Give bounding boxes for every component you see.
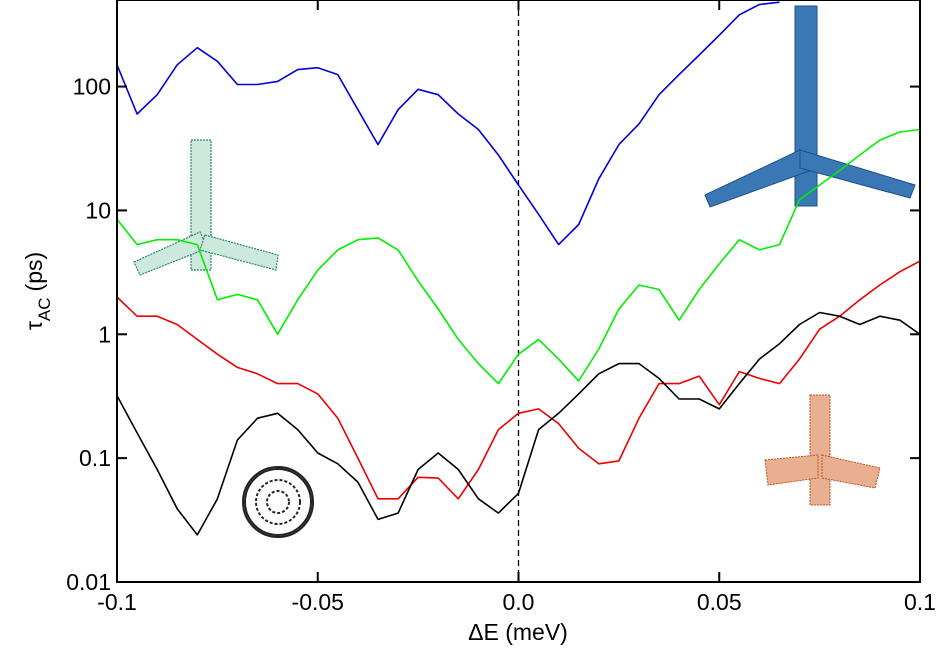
y-tick-label: 100 (73, 74, 111, 100)
inset-green (133, 139, 279, 276)
series-line (117, 260, 920, 500)
y-label-symbol: τ (21, 321, 47, 330)
inset-black (242, 466, 314, 538)
y-label-subscript: AC (35, 297, 54, 321)
x-tick-label: 0.1 (904, 589, 936, 615)
plot-area (117, 0, 920, 582)
y-tick-label: 10 (85, 197, 111, 223)
series-line (117, 128, 920, 385)
y-tick-label: 0.01 (66, 569, 111, 595)
x-tick-label: 0.0 (503, 589, 535, 615)
y-tick-label: 0.1 (79, 445, 111, 471)
x-tick-label: 0.05 (697, 589, 742, 615)
y-label-unit: (ps) (21, 252, 47, 292)
x-tick-label: -0.1 (97, 589, 137, 615)
y-tick-label: 1 (98, 321, 111, 347)
series-line (117, 1, 780, 246)
series-line (117, 311, 920, 536)
inset-orange (764, 394, 881, 506)
x-axis-label: ΔE (meV) (468, 619, 568, 645)
inset-blue (704, 5, 916, 208)
x-tick-label: -0.05 (292, 589, 344, 615)
y-axis-label: τAC (ps) (21, 252, 54, 330)
